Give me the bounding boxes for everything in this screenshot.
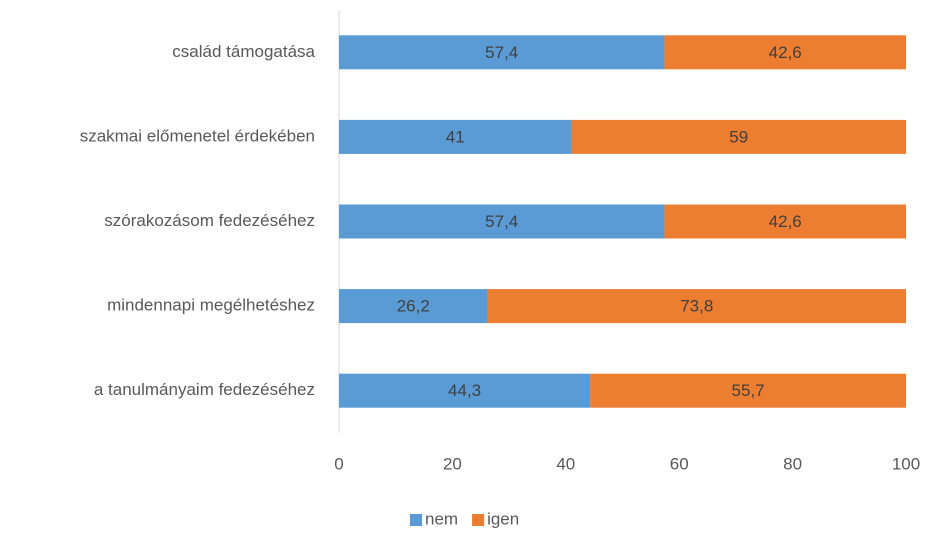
bar-segment	[571, 119, 906, 154]
data-label: 57,4	[485, 212, 518, 231]
y-tick-label: mindennapi megélhetéshez	[107, 296, 315, 315]
bar-segment	[487, 289, 906, 324]
bar-segment	[339, 35, 665, 70]
bar-segment	[664, 204, 906, 239]
bar-segment	[339, 289, 488, 324]
data-label: 26,2	[397, 297, 430, 316]
y-tick-label: a tanulmányaim fedezéséhez	[94, 380, 315, 399]
y-tick-label: család támogatása	[172, 42, 315, 61]
x-tick-label: 60	[670, 454, 689, 473]
bar-segment	[664, 35, 906, 70]
data-label: 55,7	[732, 381, 765, 400]
legend-label: igen	[487, 509, 519, 528]
data-label: 42,6	[769, 43, 802, 62]
x-tick-label: 40	[556, 454, 575, 473]
x-tick-label: 0	[334, 454, 343, 473]
legend-label: nem	[425, 509, 458, 528]
data-label: 59	[729, 127, 748, 146]
data-label: 44,3	[448, 381, 481, 400]
y-tick-label: szórakozásom fedezéséhez	[104, 211, 315, 230]
data-label: 57,4	[485, 43, 518, 62]
x-tick-label: 100	[892, 454, 920, 473]
legend-swatch	[410, 514, 422, 526]
bar-segment	[339, 373, 591, 408]
x-tick-label: 20	[443, 454, 462, 473]
x-tick-label: 80	[783, 454, 802, 473]
bar-segment	[590, 373, 906, 408]
y-tick-label: szakmai előmenetel érdekében	[80, 126, 315, 145]
data-label: 42,6	[769, 212, 802, 231]
data-label: 73,8	[680, 297, 713, 316]
data-label: 41	[446, 127, 465, 146]
legend-swatch	[472, 514, 485, 526]
bar-segment	[339, 204, 665, 239]
bar-segment	[339, 119, 572, 154]
